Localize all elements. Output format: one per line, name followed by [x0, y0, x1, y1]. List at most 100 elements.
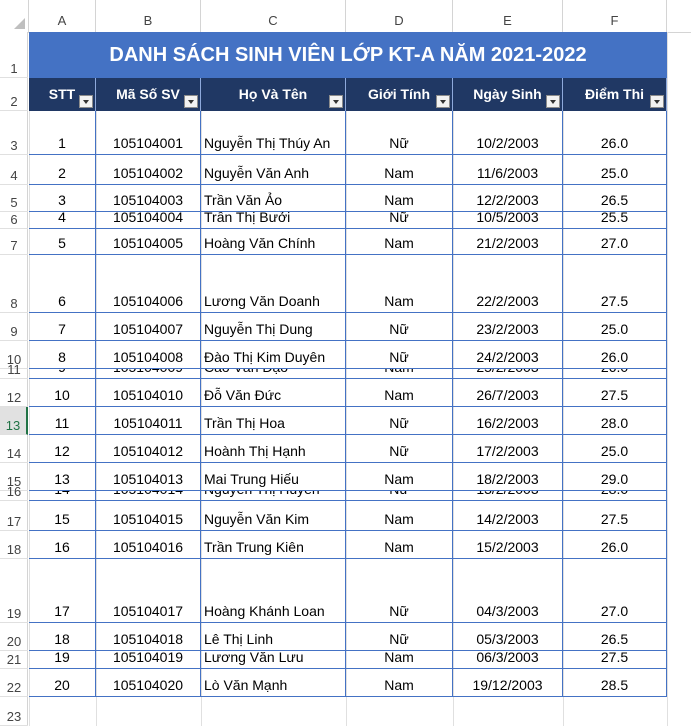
filter-dropdown-icon[interactable] — [436, 95, 450, 108]
table-cell[interactable]: Nữ — [346, 623, 453, 651]
table-cell[interactable]: Đỗ Văn Đức — [201, 379, 346, 407]
table-cell[interactable]: 28.0 — [563, 407, 667, 435]
table-cell[interactable]: Nguyễn Thị Thúy An — [201, 111, 346, 155]
table-cell[interactable]: Nam — [346, 369, 453, 379]
row-header-21[interactable]: 21 — [0, 651, 28, 669]
table-cell[interactable]: 20 — [29, 669, 96, 697]
table-cell[interactable]: Lê Thị Linh — [201, 623, 346, 651]
column-header-a[interactable]: A — [29, 0, 96, 32]
row-header-20[interactable]: 20 — [0, 623, 28, 651]
row-header-17[interactable]: 17 — [0, 501, 28, 531]
row-header-23[interactable]: 23 — [0, 697, 28, 726]
table-cell[interactable]: Mai Trung Hiếu — [201, 463, 346, 491]
column-header-d[interactable]: D — [346, 0, 453, 32]
filter-dropdown-icon[interactable] — [184, 95, 198, 108]
table-cell[interactable]: 26.0 — [563, 341, 667, 369]
table-header-cell[interactable]: Điểm Thi — [563, 78, 667, 111]
table-cell[interactable]: Nguyễn Văn Anh — [201, 155, 346, 185]
table-cell[interactable]: 105104008 — [96, 341, 201, 369]
row-header-7[interactable]: 7 — [0, 229, 28, 255]
table-cell[interactable]: Nữ — [346, 341, 453, 369]
table-cell[interactable]: 14/2/2003 — [453, 501, 563, 531]
table-cell[interactable]: 25.0 — [563, 313, 667, 341]
table-cell[interactable]: 12/2/2003 — [453, 185, 563, 212]
table-cell[interactable]: Đào Thị Kim Duyên — [201, 341, 346, 369]
table-cell[interactable]: 25.5 — [563, 212, 667, 229]
row-header-18[interactable]: 18 — [0, 531, 28, 559]
table-cell[interactable]: 105104007 — [96, 313, 201, 341]
table-cell[interactable]: 19/12/2003 — [453, 669, 563, 697]
table-cell[interactable]: 7 — [29, 313, 96, 341]
table-cell[interactable]: 105104015 — [96, 501, 201, 531]
table-cell[interactable]: Nam — [346, 155, 453, 185]
table-header-cell[interactable]: STT — [29, 78, 96, 111]
table-cell[interactable]: 105104012 — [96, 435, 201, 463]
table-cell[interactable]: 18/2/2003 — [453, 463, 563, 491]
table-cell[interactable]: Nam — [346, 379, 453, 407]
row-header-19[interactable]: 19 — [0, 559, 28, 623]
table-cell[interactable]: 12 — [29, 435, 96, 463]
table-cell[interactable]: Hoàng Văn Chính — [201, 229, 346, 255]
column-header-b[interactable]: B — [96, 0, 201, 32]
table-header-cell[interactable]: Mã Số SV — [96, 78, 201, 111]
table-cell[interactable]: 17/2/2003 — [453, 435, 563, 463]
table-cell[interactable]: 105104005 — [96, 229, 201, 255]
table-cell[interactable]: 26/7/2003 — [453, 379, 563, 407]
sheet-title[interactable]: DANH SÁCH SINH VIÊN LỚP KT-A NĂM 2021-20… — [29, 32, 667, 78]
row-header-16[interactable]: 16 — [0, 484, 28, 501]
row-header-14[interactable]: 14 — [0, 435, 28, 463]
row-header-13[interactable]: 13 — [0, 407, 28, 435]
table-cell[interactable]: 25.0 — [563, 435, 667, 463]
table-cell[interactable]: 19 — [29, 651, 96, 669]
table-cell[interactable]: Nữ — [346, 435, 453, 463]
table-cell[interactable]: 18 — [29, 623, 96, 651]
row-header-22[interactable]: 22 — [0, 669, 28, 697]
table-cell[interactable]: Nam — [346, 531, 453, 559]
table-cell[interactable]: 04/3/2003 — [453, 559, 563, 623]
table-cell[interactable]: 8 — [29, 341, 96, 369]
table-cell[interactable]: 1 — [29, 111, 96, 155]
table-cell[interactable]: 27.5 — [563, 501, 667, 531]
table-cell[interactable]: 105104016 — [96, 531, 201, 559]
table-cell[interactable]: Trần Thị Bưởi — [201, 212, 346, 229]
table-cell[interactable]: 25/2/2003 — [453, 369, 563, 379]
row-header-9[interactable]: 9 — [0, 313, 28, 341]
column-header-e[interactable]: E — [453, 0, 563, 32]
table-cell[interactable]: 27.0 — [563, 559, 667, 623]
table-cell[interactable]: 15/2/2003 — [453, 531, 563, 559]
table-cell[interactable]: 105104018 — [96, 623, 201, 651]
table-cell[interactable]: Cao Văn Đạo — [201, 369, 346, 379]
table-cell[interactable]: 105104002 — [96, 155, 201, 185]
table-cell[interactable]: 16/2/2003 — [453, 407, 563, 435]
table-cell[interactable]: 05/3/2003 — [453, 623, 563, 651]
table-cell[interactable]: 25.0 — [563, 155, 667, 185]
column-header-f[interactable]: F — [563, 0, 667, 32]
row-header-11[interactable]: 11 — [0, 362, 28, 379]
table-cell[interactable]: 23/2/2003 — [453, 313, 563, 341]
table-cell[interactable]: 14 — [29, 491, 96, 501]
table-cell[interactable]: 2 — [29, 155, 96, 185]
table-cell[interactable]: 6 — [29, 255, 96, 313]
row-header-6[interactable]: 6 — [0, 212, 28, 229]
row-header-15[interactable]: 15 — [0, 463, 28, 491]
table-cell[interactable]: 105104001 — [96, 111, 201, 155]
table-header-cell[interactable]: Họ Và Tên — [201, 78, 346, 111]
table-cell[interactable]: 105104004 — [96, 212, 201, 229]
table-cell[interactable]: 105104003 — [96, 185, 201, 212]
table-header-cell[interactable]: Giới Tính — [346, 78, 453, 111]
table-cell[interactable]: Nữ — [346, 313, 453, 341]
table-cell[interactable]: Nam — [346, 651, 453, 669]
table-cell[interactable]: 105104011 — [96, 407, 201, 435]
column-header-c[interactable]: C — [201, 0, 346, 32]
row-header-4[interactable]: 4 — [0, 155, 28, 185]
table-cell[interactable]: 105104014 — [96, 491, 201, 501]
table-cell[interactable]: 17 — [29, 559, 96, 623]
table-cell[interactable]: 27.5 — [563, 651, 667, 669]
row-header-3[interactable]: 3 — [0, 111, 28, 155]
filter-dropdown-icon[interactable] — [329, 95, 343, 108]
filter-dropdown-icon[interactable] — [79, 95, 93, 108]
table-cell[interactable]: 11/6/2003 — [453, 155, 563, 185]
table-cell[interactable]: 10/5/2003 — [453, 212, 563, 229]
table-cell[interactable]: Nam — [346, 255, 453, 313]
table-cell[interactable]: Lương Văn Lưu — [201, 651, 346, 669]
